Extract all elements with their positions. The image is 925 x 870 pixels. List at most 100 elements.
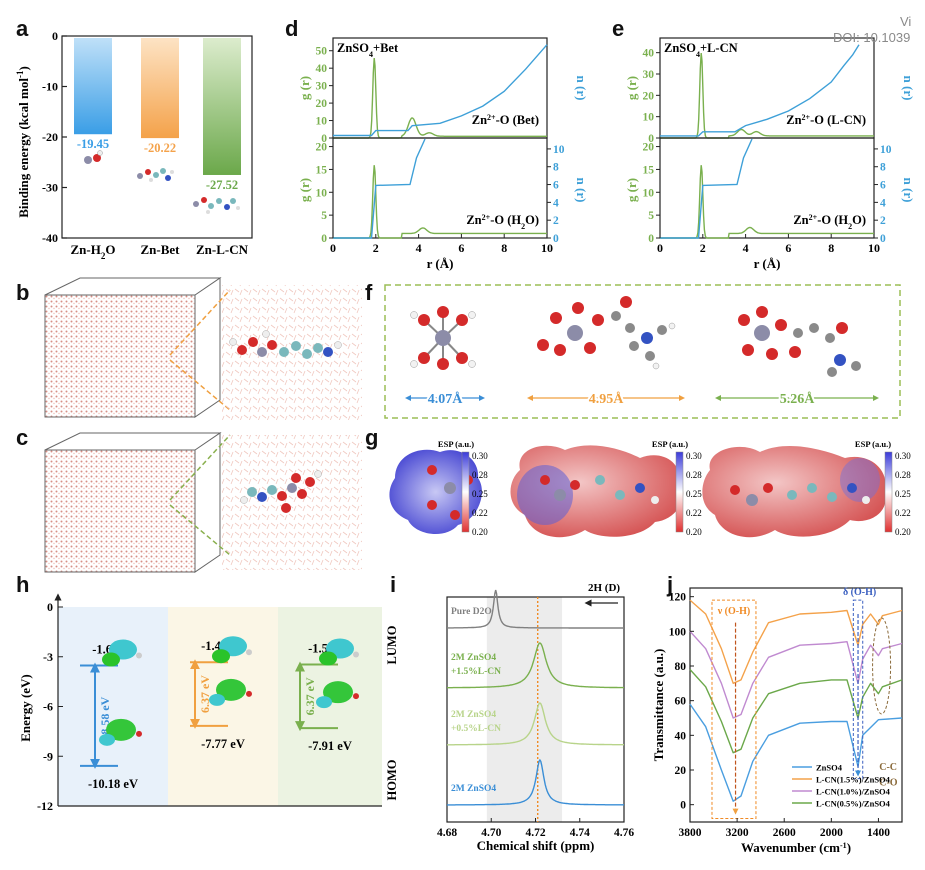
panel-a-xlabel-3: Zn-L-CN [196,242,249,257]
ftir-xtick-label: 1400 [867,827,890,839]
esp-tick-label: 0.22 [472,508,488,518]
x-tick-label: 10 [868,241,880,255]
nmr-series-label: 2M ZnSO4 [451,710,496,720]
homo-lumo-column-bg-1 [58,607,168,806]
esp-map-zn-h2o [389,449,482,535]
oh-stretch-box [711,599,757,820]
panel-letter-h: h [16,572,29,597]
rdf-ylabel-top: g (r) [297,76,312,100]
lumo-orbital-icon-3 [319,638,359,666]
md-box-c-volume [45,450,195,572]
ftir-ytick-label: 100 [669,626,687,638]
nmr-arrow-label: 2H (D) [588,582,620,594]
panel-a-ytick-label: 0 [52,29,58,43]
esp-colorbar-1 [461,451,470,533]
rdf-xlabel: r (Å) [754,256,781,271]
esp-colorbar-title-1: ESP (a.u.) [438,439,474,449]
homo-label-2: -7.77 eV [201,737,245,751]
ftir-ylabel: Transmittance (a.u.) [651,649,666,762]
ftir-legend-label-1: ZnSO4 [816,763,843,773]
esp-map-zn-bet [510,445,684,538]
panel-a-xlabel-2: Zn-Bet [141,242,181,257]
g-ytick-label: 15 [316,164,328,176]
gap-label-3: 6.37 eV [303,677,317,715]
x-tick-label: 0 [657,241,663,255]
panel-a-ytick-label: -20 [42,130,58,144]
ftir-ytick-label: 120 [669,592,687,604]
nmr-spectrum-3 [447,702,624,746]
lcn-cluster-molecule-icon [240,470,322,513]
x-tick-label: 8 [828,241,834,255]
esp-colorbar-title-3: ESP (a.u.) [855,439,891,449]
rdf-pair-label: Zn2+-O (H2O) [793,213,866,231]
rdf-system-title: ZnSO4+Bet [337,41,399,59]
panel-h-ytick-label: -9 [43,749,53,763]
panel-g-esp: ESP (a.u.) 0.30 0.28 0.25 0.22 0.20 ESP (a.u.)… [389,439,911,538]
g-ytick-label: 15 [643,164,655,176]
rdf-ylabel-right-bottom: n (r) [901,178,916,203]
rdf-ylabel-bottom: g (r) [297,178,312,202]
esp-tick-label: 0.22 [895,508,911,518]
x-tick-label: 8 [501,241,507,255]
rdf-xlabel: r (Å) [427,256,454,271]
panel-a-ytick-label: -30 [42,181,58,195]
n-ytick-label: 10 [880,144,892,156]
ftir-xlabel: Wavenumber (cm-1) [741,840,851,855]
oh-stretch-label: ν (O-H) [717,606,751,617]
panel-h-ytick-label: -12 [37,799,53,813]
zn-h2o-cluster-icon [410,306,476,370]
g-ytick-label: 40 [316,63,328,75]
rdf-system-title: ZnSO4+L-CN [664,41,738,59]
panel-a-ytick-label: -40 [42,231,58,245]
x-tick-label: 4 [743,241,749,255]
ftir-xtick-label: 2000 [820,827,843,839]
panel-letter-c: c [16,425,28,450]
esp-tick-label: 0.20 [686,527,702,537]
panel-letter-f: f [365,280,373,305]
g-ytick-label: 20 [643,90,655,102]
panel-b-md-box [44,277,362,420]
panel-j-ftir: ν (O-H) δ (O-H) C-C C-O 0 20 40 60 80 100 120 3800 3… [651,587,903,855]
rdf-ylabel-top: g (r) [624,76,639,100]
esp-tick-label: 0.25 [686,489,702,499]
lumo-side-label: LUMO [385,625,399,664]
nmr-spectrum-4 [447,758,624,806]
g-ytick-label: 10 [316,187,328,199]
g-r-series-line [333,165,547,239]
g-ytick-label: 30 [316,81,328,93]
g-ytick-label: 0 [648,133,654,145]
n-ytick-label: 6 [553,180,559,192]
zn-bet-cluster-icon [537,296,676,370]
n-ytick-label: 6 [880,180,886,192]
homo-lumo-column-bg-3 [278,607,382,806]
zn-lcn-cluster-icon [738,306,861,377]
panel-h-ytick-label: -3 [43,650,53,664]
esp-colorbar-2 [675,451,684,533]
gap-label-2: 6.37 eV [198,675,212,713]
esp-map-zn-lcn [702,445,886,538]
zn-bet-molecule-icon [137,168,174,182]
g-ytick-label: 5 [321,210,327,222]
ftir-legend-label-3: L-CN(1.0%)/ZnSO4 [816,787,891,797]
lumo-orbital-icon-2 [212,636,252,664]
g-ytick-label: 0 [321,233,327,245]
ftir-series-3 [689,630,903,719]
panel-a-value-label-3: -27.52 [206,178,238,192]
g-ytick-label: 50 [316,46,328,58]
cc-co-ellipse [872,617,892,715]
n-r-series-line [333,44,548,137]
panel-a-bar-2 [141,38,179,139]
n-ytick-label: 0 [553,233,559,245]
nmr-series-label: 2M ZnSO4 [451,653,496,663]
distance-label-1: 4.07Å [428,391,464,407]
panel-letter-b: b [16,280,29,305]
g-ytick-label: 20 [316,142,328,154]
x-tick-label: 2 [373,241,379,255]
panel-a-xlabel-1: Zn-H2O [71,242,116,261]
distance-label-3: 5.26Å [780,391,816,407]
nmr-xtick-label: 4.76 [614,827,634,839]
ftir-series-4 [689,669,903,754]
